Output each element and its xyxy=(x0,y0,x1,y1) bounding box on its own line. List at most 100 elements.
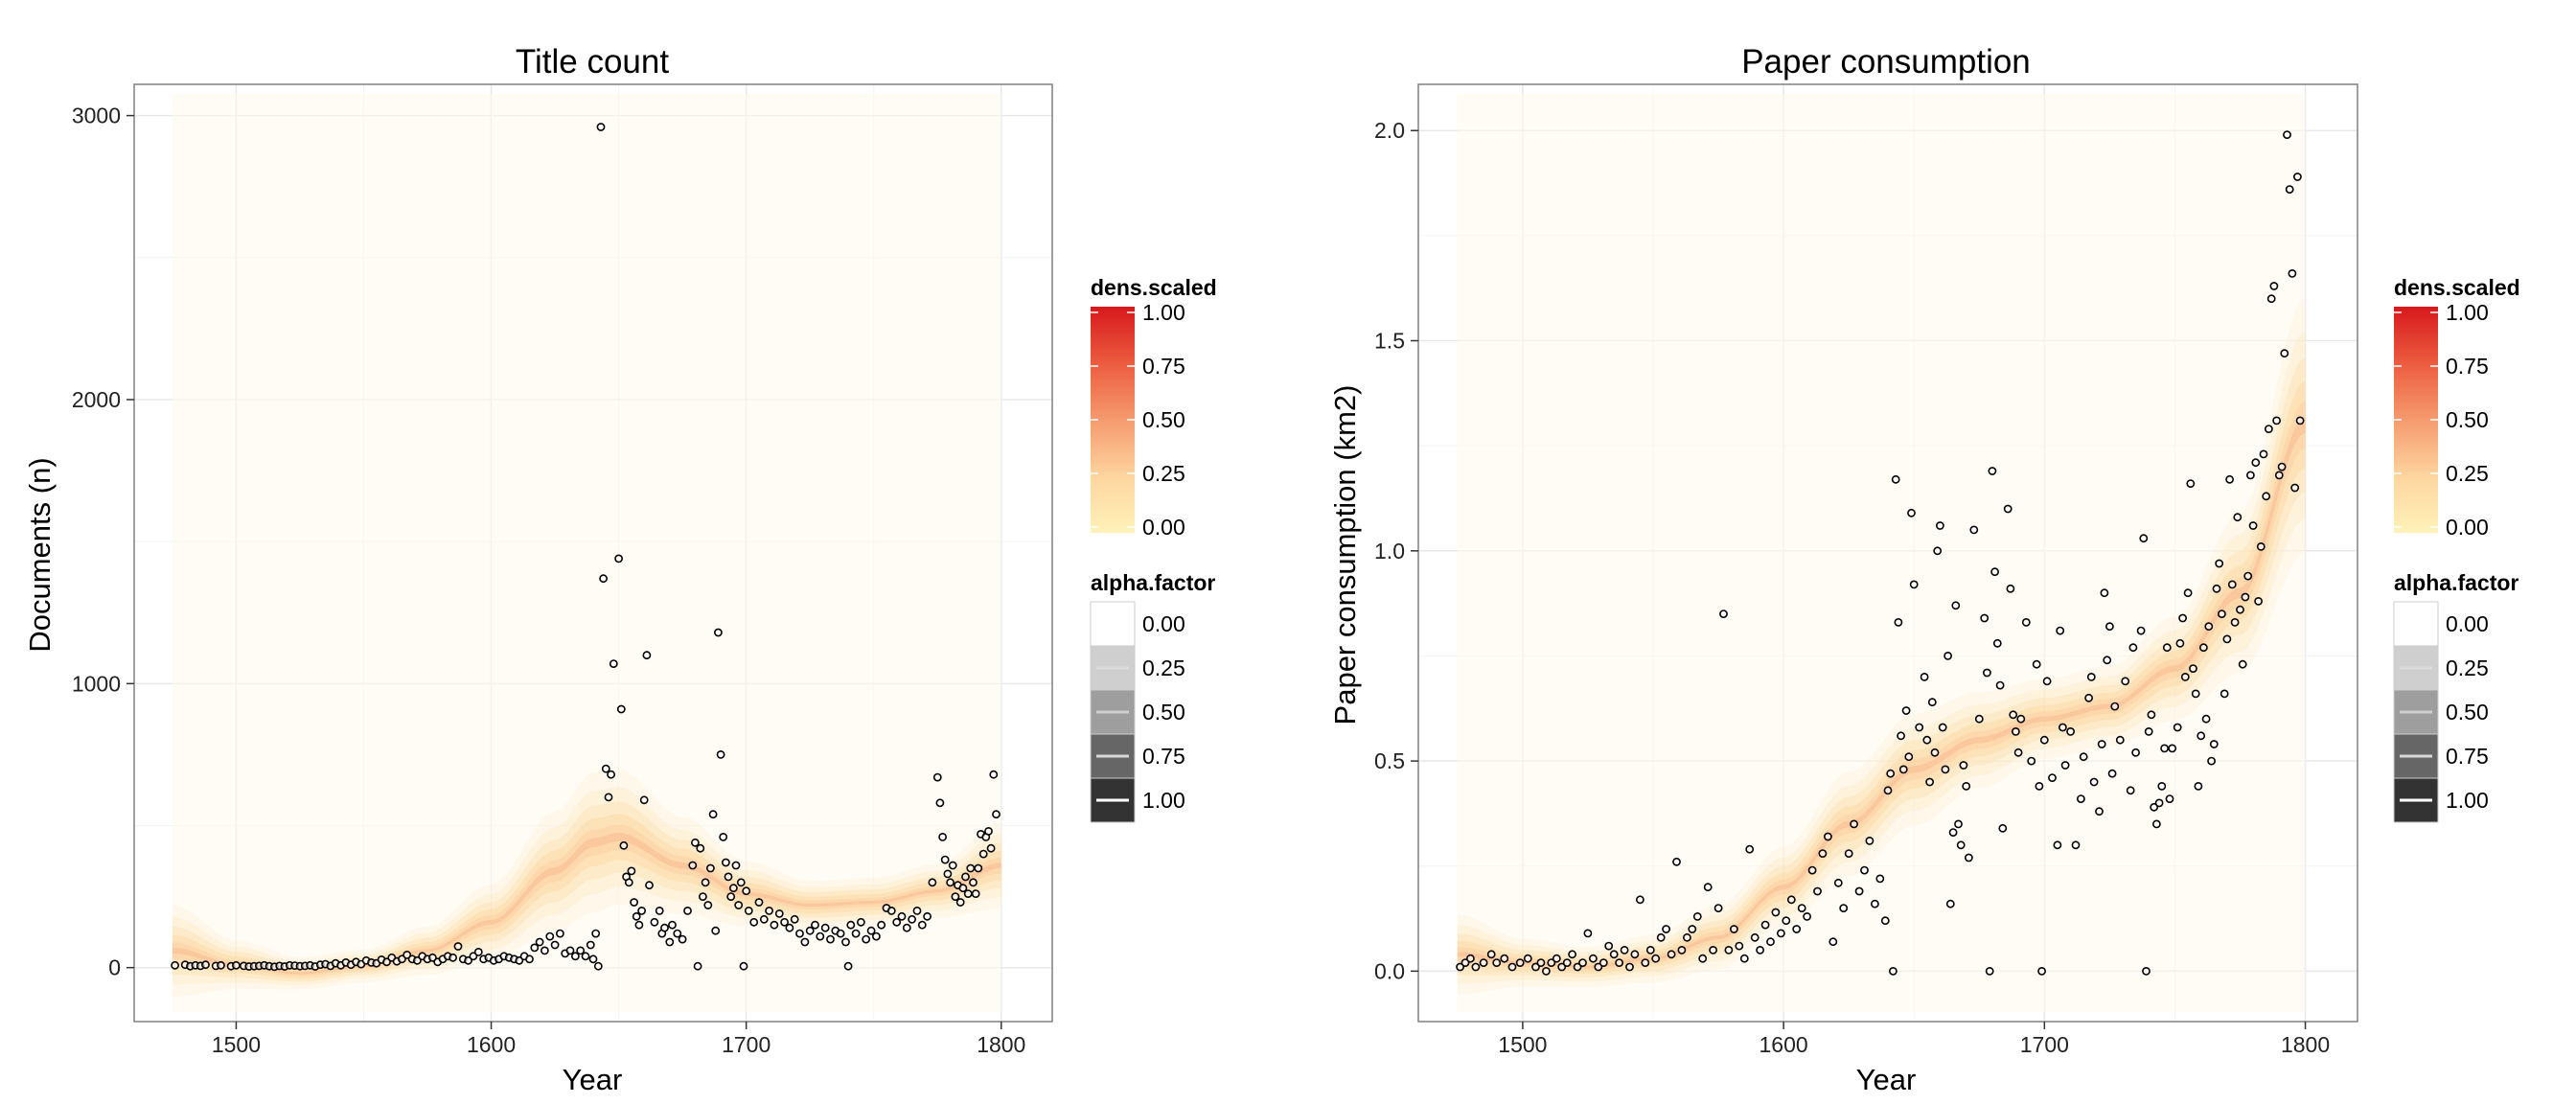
data-point xyxy=(986,843,996,853)
data-point xyxy=(2194,782,2203,791)
x-tick-label: 1700 xyxy=(2020,1032,2069,1057)
alpha-legend-label: 0.75 xyxy=(2446,744,2489,769)
data-point xyxy=(946,878,954,887)
data-point xyxy=(2103,656,2112,665)
data-point xyxy=(1703,883,1713,892)
data-point xyxy=(2157,782,2167,791)
data-point xyxy=(2236,605,2244,614)
data-point xyxy=(992,810,1000,819)
y-tick-label: 0.0 xyxy=(1374,958,1405,983)
data-point xyxy=(2147,710,2156,720)
data-point xyxy=(665,937,675,947)
data-point xyxy=(1833,878,1843,887)
data-point xyxy=(2243,571,2253,581)
data-point xyxy=(650,917,659,927)
x-tick-label: 1500 xyxy=(1498,1032,1547,1057)
data-point xyxy=(1803,912,1811,921)
data-point xyxy=(958,884,968,893)
data-point xyxy=(1909,580,1919,589)
data-point xyxy=(1824,832,1832,841)
data-point xyxy=(897,911,907,921)
data-point xyxy=(912,907,922,915)
data-point xyxy=(673,929,682,938)
data-point xyxy=(1709,946,1717,954)
smooth-density-band xyxy=(172,94,1001,1012)
data-point xyxy=(599,574,608,584)
data-point xyxy=(917,920,927,930)
data-point xyxy=(1507,962,1517,972)
data-point xyxy=(535,937,544,947)
data-point xyxy=(1730,925,1738,933)
data-point xyxy=(469,952,478,961)
data-point xyxy=(866,926,876,935)
data-point xyxy=(1719,610,1728,618)
data-point xyxy=(1865,837,1874,845)
data-point xyxy=(795,929,804,938)
data-point xyxy=(2009,710,2018,720)
data-point xyxy=(1883,786,1893,795)
data-point xyxy=(1739,954,1749,963)
data-point xyxy=(790,914,799,924)
data-point xyxy=(701,878,710,887)
data-point xyxy=(634,920,644,930)
data-point xyxy=(932,772,942,782)
data-point xyxy=(1651,954,1661,963)
x-tick-label: 1600 xyxy=(467,1032,516,1057)
data-point xyxy=(2175,638,2185,648)
fill-legend-label: 0.25 xyxy=(1142,461,1185,486)
data-point xyxy=(2295,416,2305,426)
panel-border xyxy=(133,83,1053,1023)
data-point xyxy=(2266,294,2276,304)
data-point xyxy=(1466,954,1475,963)
data-point xyxy=(862,934,871,944)
data-point xyxy=(412,955,422,965)
data-point xyxy=(935,798,945,808)
data-point xyxy=(2076,794,2085,803)
data-point xyxy=(974,863,983,873)
data-point xyxy=(1915,723,1924,732)
data-point xyxy=(2042,677,2052,686)
x-tick-label: 1500 xyxy=(212,1032,261,1057)
data-point xyxy=(668,920,677,930)
data-point xyxy=(846,920,856,930)
alpha-legend-label: 0.75 xyxy=(1142,744,1185,769)
data-point xyxy=(2066,727,2075,736)
data-point xyxy=(908,914,916,924)
data-point xyxy=(2011,727,2020,736)
data-point xyxy=(448,953,457,962)
data-point xyxy=(902,923,911,932)
fill-legend-label: 1.00 xyxy=(2446,300,2489,325)
fill-legend-label: 0.50 xyxy=(1142,407,1185,432)
data-point xyxy=(2227,580,2237,589)
smooth-density-band xyxy=(1457,94,2306,1012)
data-point xyxy=(1988,467,1997,475)
data-point xyxy=(719,833,728,841)
data-point xyxy=(540,946,549,955)
band-layer xyxy=(1457,416,2306,969)
data-point xyxy=(984,827,993,836)
data-point xyxy=(1998,823,2008,833)
data-point xyxy=(1692,912,1702,921)
data-point xyxy=(1630,950,1640,959)
data-point xyxy=(1964,853,1973,862)
data-point xyxy=(708,810,718,819)
data-point xyxy=(586,940,595,950)
data-point xyxy=(1969,525,1979,535)
data-point xyxy=(805,926,815,935)
data-point xyxy=(1901,706,1911,715)
data-point xyxy=(1547,958,1556,967)
data-point xyxy=(1486,950,1496,959)
data-point xyxy=(1460,958,1470,967)
data-point xyxy=(571,952,580,961)
data-point xyxy=(1786,895,1796,905)
data-point xyxy=(816,932,825,941)
chart-title: Paper consumption xyxy=(1741,43,2031,80)
data-point xyxy=(780,917,789,927)
data-point xyxy=(2035,782,2044,791)
data-point xyxy=(2039,735,2049,745)
data-point xyxy=(1962,782,1971,791)
data-point xyxy=(948,861,957,870)
fill-legend-ticks: 1.00 0.75 0.50 0.25 0.00 xyxy=(2394,300,2489,540)
title-count-chart: Title count Year Documents (n) 0 1000 2000… xyxy=(23,43,1053,1096)
data-point xyxy=(2262,492,2271,501)
